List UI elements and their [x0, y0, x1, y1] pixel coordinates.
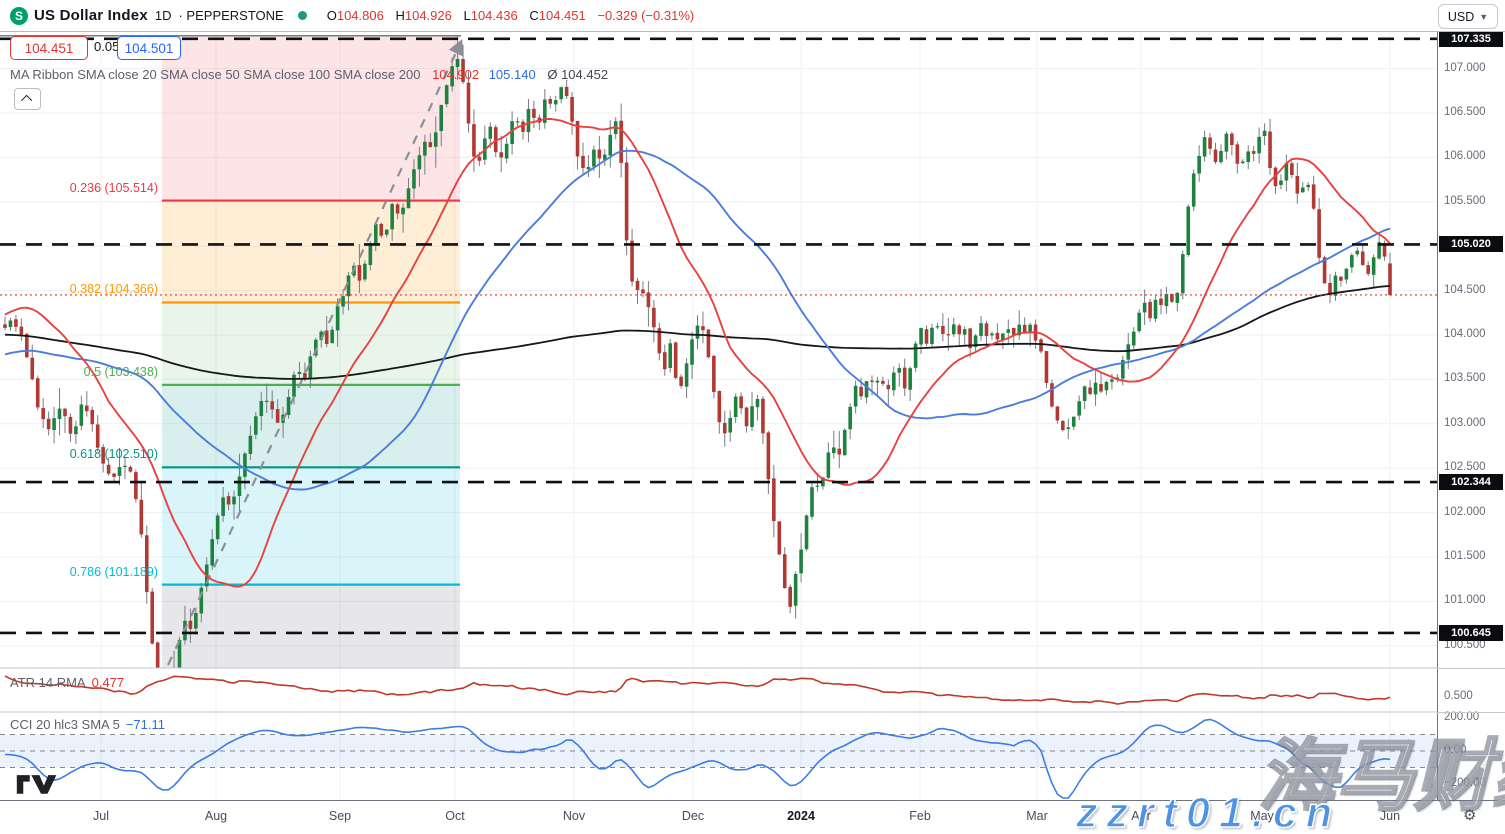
- pane-separator: [1437, 668, 1505, 669]
- month-label-jun: Jun: [1379, 809, 1401, 823]
- gear-icon[interactable]: ⚙: [1463, 807, 1477, 824]
- ohlc-readout: O104.806 H104.926 L104.436 C104.451 −0.3…: [319, 8, 695, 23]
- high-label: H: [395, 8, 405, 23]
- interval-label[interactable]: 1D: [154, 8, 172, 23]
- cci-axis-tick: −200.00: [1444, 777, 1486, 789]
- cci-axis-tick: 200.00: [1444, 711, 1480, 723]
- time-axis[interactable]: Jul Aug Sep Oct Nov Dec 2024 Feb Mar Apr May Jun: [0, 800, 1505, 834]
- chevron-down-icon: ▼: [1479, 11, 1489, 22]
- price-axis-black-tag: 102.344: [1439, 474, 1503, 491]
- close-value: 104.451: [538, 8, 586, 23]
- month-label-dec: Dec: [681, 809, 705, 823]
- price-axis-tick: 106.000: [1444, 150, 1486, 163]
- symbol-name[interactable]: US Dollar Index: [34, 7, 148, 24]
- atr-axis-tick: 0.500: [1444, 690, 1473, 702]
- low-value: 104.436: [470, 8, 518, 23]
- month-label-mar: Mar: [1026, 809, 1048, 823]
- pane-separator: [1437, 712, 1505, 713]
- price-tag-red[interactable]: 104.451: [10, 36, 88, 60]
- low-label: L: [463, 8, 471, 23]
- price-axis-black-tag: 107.335: [1439, 30, 1503, 47]
- month-label-sep: Sep: [328, 809, 352, 823]
- price-axis-tick: 101.500: [1444, 550, 1486, 562]
- price-axis-tick: 103.500: [1444, 372, 1486, 385]
- price-axis-tick: 104.500: [1444, 283, 1486, 296]
- high-value: 104.926: [404, 8, 452, 23]
- symbol-logo[interactable]: S: [10, 6, 28, 25]
- tradingview-logo[interactable]: [16, 772, 58, 796]
- price-axis-tick: 100.500: [1444, 638, 1486, 651]
- price-axis-black-tag: 105.020: [1439, 236, 1503, 253]
- cci-axis-tick: 0.00: [1444, 744, 1467, 756]
- price-axis-tick: 107.000: [1444, 61, 1486, 74]
- month-label-apr: Apr: [1131, 809, 1151, 823]
- price-axis-tick: 102.500: [1444, 461, 1486, 474]
- price-axis-tick: 106.500: [1444, 106, 1486, 118]
- collapse-pane-button[interactable]: [14, 88, 41, 110]
- price-axis-tick: 105.500: [1444, 194, 1486, 207]
- price-axis-tick: 102.000: [1444, 505, 1486, 518]
- ma50-value: 105.140: [488, 67, 536, 82]
- chevron-up-icon: [20, 94, 32, 107]
- month-label-2024: 2024: [787, 809, 815, 823]
- open-value: 104.806: [336, 8, 384, 23]
- ma20-value: 104.902: [432, 67, 480, 82]
- chart-canvas[interactable]: [0, 31, 1437, 800]
- price-axis-tick: 104.000: [1444, 328, 1486, 340]
- market-status-icon: [297, 11, 307, 20]
- price-axis-tick: 101.000: [1444, 594, 1486, 607]
- currency-selector[interactable]: USD ▼: [1438, 4, 1498, 29]
- provider-label: · PEPPERSTONE: [178, 8, 284, 23]
- month-label-may: May: [1250, 809, 1274, 823]
- month-label-jul: Jul: [93, 809, 109, 823]
- chart-top-toolbar: S US Dollar Index 1D · PEPPERSTONE O104.…: [0, 0, 1505, 32]
- month-label-feb: Feb: [909, 809, 931, 823]
- ma-ribbon-status[interactable]: MA Ribbon SMA close 20 SMA close 50 SMA …: [10, 67, 608, 82]
- price-axis[interactable]: 107.000 106.500 106.000 105.500 104.500 104.0…: [1437, 30, 1505, 800]
- month-label-aug: Aug: [204, 809, 228, 823]
- ma-avg-prefix: Ø: [547, 67, 558, 82]
- change-value: −0.329 (−0.31%): [597, 8, 695, 23]
- month-label-nov: Nov: [562, 809, 586, 823]
- close-label: C: [529, 8, 539, 23]
- price-tag-blue[interactable]: 104.501: [117, 36, 181, 60]
- price-axis-black-tag: 100.645: [1439, 624, 1503, 641]
- open-label: O: [326, 8, 337, 23]
- currency-label: USD: [1447, 9, 1475, 24]
- price-axis-tick: 103.000: [1444, 416, 1486, 429]
- month-label-oct: Oct: [445, 809, 465, 823]
- ma-ribbon-title: MA Ribbon SMA close 20 SMA close 50 SMA …: [10, 67, 421, 82]
- ma-avg-value: 104.452: [561, 67, 609, 82]
